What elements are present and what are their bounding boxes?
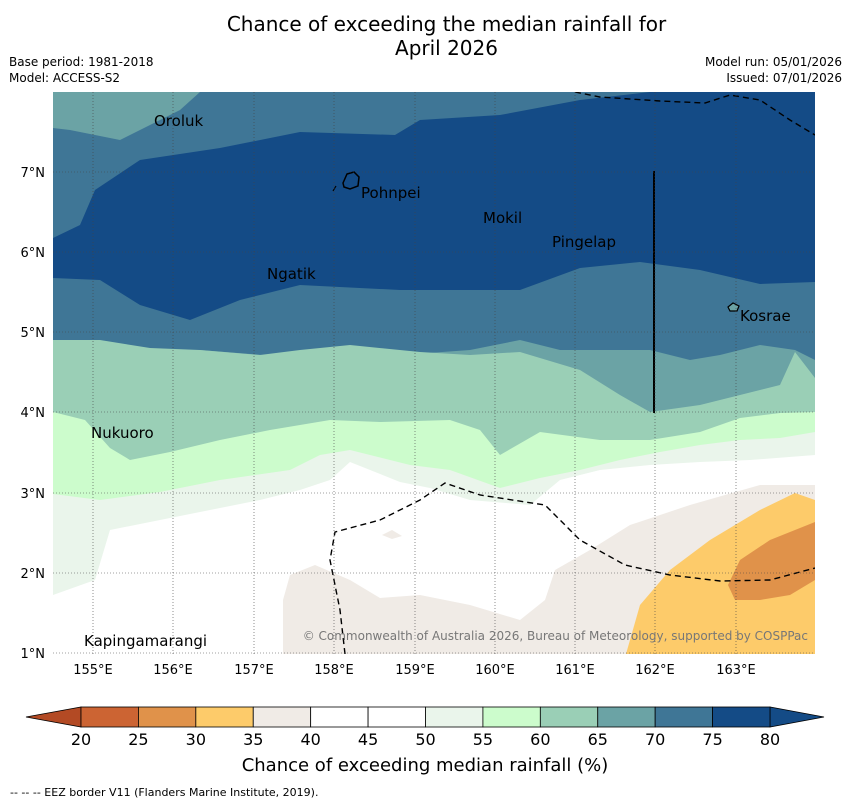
eez-border-north <box>574 92 815 136</box>
latitude-labels: 7°N 6°N 5°N 4°N 3°N 2°N 1°N <box>21 166 46 662</box>
colorbar-box <box>425 706 484 728</box>
meta-right: Model run: 05/01/2026 Issued: 07/01/2026 <box>705 54 842 86</box>
copyright-text: © Commonwealth of Australia 2026, Bureau… <box>303 629 808 643</box>
lat-label: 7°N <box>21 166 46 181</box>
title-line-1: Chance of exceeding the median rainfall … <box>226 12 667 36</box>
colorbar-tick: 60 <box>530 730 550 749</box>
colorbar-tick: 45 <box>358 730 378 749</box>
lon-label: 159°E <box>395 663 435 678</box>
lat-label: 6°N <box>21 246 46 261</box>
lon-label: 155°E <box>73 663 113 678</box>
rainfall-map: 7°N 6°N 5°N 4°N 3°N 2°N 1°N 155°E 156°E 157°E 158… <box>21 92 815 678</box>
ant-atoll <box>332 185 337 192</box>
lon-label: 162°E <box>635 663 675 678</box>
colorbar-tick: 25 <box>128 730 148 749</box>
colorbar-box <box>252 706 312 728</box>
lon-label: 157°E <box>234 663 274 678</box>
colorbar-tick: 35 <box>243 730 263 749</box>
model-name: Model: ACCESS-S2 <box>9 71 121 85</box>
model-run: Model run: 05/01/2026 <box>704 55 842 69</box>
title-line-2: April 2026 <box>395 36 498 60</box>
colorbar-box <box>712 706 771 728</box>
chart-title: Chance of exceeding the median rainfall … <box>0 12 850 60</box>
lon-label: 160°E <box>475 663 515 678</box>
colorbar-tick: 55 <box>473 730 493 749</box>
place-mokil: Mokil <box>483 209 522 227</box>
place-ngatik: Ngatik <box>267 265 316 283</box>
colorbar-tick: 80 <box>760 730 780 749</box>
lat-label: 3°N <box>21 487 46 502</box>
colorbar-tick: 30 <box>186 730 206 749</box>
colorbar-box <box>195 706 254 728</box>
colorbar-tick: 20 <box>71 730 91 749</box>
colorbar-box <box>597 706 656 728</box>
colorbar-tick: 50 <box>415 730 435 749</box>
place-kosrae: Kosrae <box>740 307 791 325</box>
band-above-80 <box>53 92 815 320</box>
colorbar-box <box>539 706 599 728</box>
colorbar-box <box>138 706 197 728</box>
colorbar-tick: 75 <box>702 730 722 749</box>
colorbar-box <box>482 706 541 728</box>
pohnpei-island <box>342 171 360 190</box>
place-oroluk: Oroluk <box>154 112 203 130</box>
eez-footnote: -- -- -- EEZ border V11 (Flanders Marine… <box>10 786 319 799</box>
colorbar-extend-low <box>25 706 82 728</box>
place-pohnpei: Pohnpei <box>361 184 421 202</box>
small-patch <box>382 530 402 539</box>
lat-label: 2°N <box>21 567 46 582</box>
lon-label: 156°E <box>153 663 193 678</box>
lon-label: 158°E <box>314 663 354 678</box>
lat-label: 1°N <box>21 647 46 662</box>
colorbar-boxes <box>25 706 825 728</box>
colorbar-extend-high <box>769 706 825 728</box>
colorbar-label: Chance of exceeding median rainfall (%) <box>241 755 609 776</box>
base-period: Base period: 1981-2018 <box>9 55 154 69</box>
lon-label: 161°E <box>555 663 595 678</box>
colorbar-tick: 65 <box>588 730 608 749</box>
band-70-75-north <box>53 92 200 140</box>
place-pingelap: Pingelap <box>552 233 616 251</box>
colorbar-tick: 70 <box>645 730 665 749</box>
place-labels: Oroluk Pohnpei Mokil Pingelap Ngatik Kos… <box>84 112 791 650</box>
lon-label: 163°E <box>716 663 756 678</box>
lat-label: 4°N <box>21 406 46 421</box>
map-fill <box>53 92 815 654</box>
issued-date: Issued: 07/01/2026 <box>726 71 842 85</box>
eez-border-south <box>329 482 815 654</box>
colorbar-tick: 40 <box>300 730 320 749</box>
colorbar-box <box>367 706 426 728</box>
colorbar-box <box>654 706 713 728</box>
longitude-labels: 155°E 156°E 157°E 158°E 159°E 160°E 161°E 162°E… <box>73 663 756 678</box>
map-grid <box>53 92 815 654</box>
place-kapingamarangi: Kapingamarangi <box>84 632 207 650</box>
colorbar: 20 25 30 35 40 45 50 55 60 65 70 75 80 <box>25 706 825 749</box>
colorbar-ticks: 20 25 30 35 40 45 50 55 60 65 70 75 80 <box>71 730 780 749</box>
place-nukuoro: Nukuoro <box>91 424 154 442</box>
lat-label: 5°N <box>21 326 46 341</box>
colorbar-box <box>310 706 369 728</box>
meta-left: Base period: 1981-2018 Model: ACCESS-S2 <box>9 54 154 86</box>
colorbar-box <box>80 706 139 728</box>
band-35-40 <box>626 493 815 654</box>
